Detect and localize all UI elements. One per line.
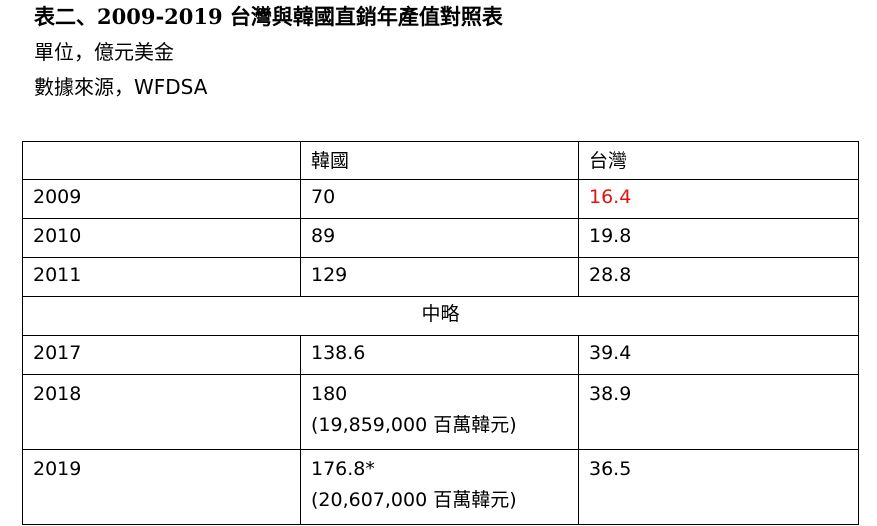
omitted-rows-label: 中略 bbox=[22, 296, 859, 336]
korea-value: 180 bbox=[311, 383, 348, 405]
source-note: 數據來源，WFDSA bbox=[34, 75, 208, 99]
year-cell: 2009 bbox=[22, 179, 301, 219]
table-row: 2009 70 16.4 bbox=[22, 179, 859, 219]
korea-value-cell: 176.8* (20,607,000 百萬韓元) bbox=[300, 449, 579, 525]
year-cell: 2018 bbox=[22, 374, 301, 450]
korea-value-cell: 89 bbox=[300, 218, 579, 258]
table-row: 2018 180 (19,859,000 百萬韓元) 38.9 bbox=[22, 374, 859, 450]
taiwan-value-cell: 38.9 bbox=[578, 374, 859, 450]
table-row: 2019 176.8* (20,607,000 百萬韓元) 36.5 bbox=[22, 449, 859, 525]
table-header-row: 韓國 台灣 bbox=[22, 141, 859, 180]
korea-value-cell: 138.6 bbox=[300, 335, 579, 375]
taiwan-value-cell: 36.5 bbox=[578, 449, 859, 525]
year-cell: 2010 bbox=[22, 218, 301, 258]
korea-value-cell: 129 bbox=[300, 257, 579, 297]
table-row-omitted: 中略 bbox=[22, 296, 859, 336]
taiwan-value-cell: 39.4 bbox=[578, 335, 859, 375]
year-cell: 2017 bbox=[22, 335, 301, 375]
table-row: 2011 129 28.8 bbox=[22, 257, 859, 297]
korea-value-note: (20,607,000 百萬韓元) bbox=[311, 489, 517, 511]
korea-value-cell: 70 bbox=[300, 179, 579, 219]
unit-note: 單位，億元美金 bbox=[34, 40, 174, 64]
korea-value-note: (19,859,000 百萬韓元) bbox=[311, 414, 517, 436]
taiwan-value-cell: 28.8 bbox=[578, 257, 859, 297]
korea-value: 176.8* bbox=[311, 458, 375, 480]
comparison-table: 韓國 台灣 2009 70 16.4 2010 89 19.8 2011 129… bbox=[22, 141, 859, 525]
header-cell-taiwan: 台灣 bbox=[578, 141, 859, 180]
taiwan-value-cell: 16.4 bbox=[578, 179, 859, 219]
year-cell: 2011 bbox=[22, 257, 301, 297]
year-cell: 2019 bbox=[22, 449, 301, 525]
header-cell-blank bbox=[22, 141, 301, 180]
header-cell-korea: 韓國 bbox=[300, 141, 579, 180]
table-row: 2010 89 19.8 bbox=[22, 218, 859, 258]
table-row: 2017 138.6 39.4 bbox=[22, 335, 859, 375]
korea-value-cell: 180 (19,859,000 百萬韓元) bbox=[300, 374, 579, 450]
document-title: 表二、2009-2019 台灣與韓國直銷年產值對照表 bbox=[34, 4, 503, 29]
taiwan-value-cell: 19.8 bbox=[578, 218, 859, 258]
